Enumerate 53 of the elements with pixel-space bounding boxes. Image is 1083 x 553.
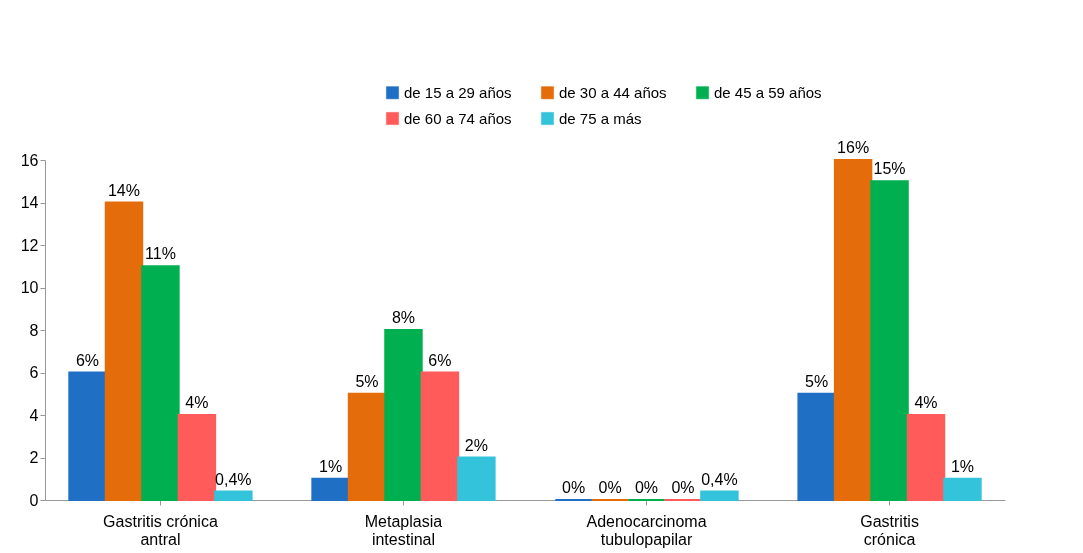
- data-label: 15%: [873, 160, 906, 178]
- bar: [177, 414, 217, 501]
- data-label: 8%: [391, 309, 416, 326]
- data-label: 6%: [428, 351, 452, 369]
- data-label: 16%: [837, 139, 870, 156]
- y-tick-label: 4: [29, 406, 39, 424]
- bar: [420, 371, 460, 501]
- bar: [457, 456, 496, 501]
- bar: [833, 159, 873, 501]
- data-label: 14%: [107, 181, 140, 199]
- y-tick-label: 0: [29, 491, 39, 509]
- x-tick-label: Adenocarcinoma tubulopapilar: [586, 512, 707, 548]
- data-label: 4%: [914, 394, 938, 411]
- data-label: 5%: [805, 372, 829, 390]
- bar: [906, 414, 946, 501]
- bar: [384, 329, 423, 501]
- y-tick-label: 14: [20, 194, 39, 211]
- data-label: 0%: [671, 479, 695, 496]
- data-label: 11%: [145, 245, 176, 263]
- legend-label: de 45 a 59 años: [714, 83, 822, 101]
- data-label: 0,4%: [701, 470, 738, 488]
- data-label: 2%: [464, 436, 488, 454]
- bar: [700, 490, 739, 501]
- bar: [347, 392, 387, 501]
- bar: [104, 201, 144, 501]
- bar: [870, 180, 909, 501]
- data-label: 1%: [319, 457, 343, 475]
- bar: [797, 392, 836, 501]
- data-label: 0%: [634, 479, 659, 496]
- x-tick-label: Metaplasia intestinal: [364, 512, 443, 548]
- legend-label: de 75 a más: [559, 109, 642, 127]
- bar: [943, 477, 982, 501]
- y-tick-label: 6: [29, 364, 39, 381]
- bar: [141, 265, 180, 501]
- data-label: 4%: [185, 394, 209, 411]
- data-label: 0%: [598, 479, 622, 496]
- data-label: 1%: [950, 457, 975, 475]
- y-tick-label: 2: [29, 449, 39, 466]
- bar: [311, 477, 350, 501]
- legend-label: de 60 a 74 años: [404, 109, 512, 127]
- x-tick-label: Gastritis crónica antral: [103, 512, 218, 548]
- x-tick-label: Gastritis crónica: [860, 512, 919, 548]
- y-tick-label: 10: [20, 279, 39, 296]
- data-label: 5%: [355, 372, 379, 390]
- data-label: 0%: [562, 479, 586, 496]
- bar: [68, 371, 107, 501]
- y-tick-label: 8: [29, 321, 39, 339]
- y-tick-label: 12: [20, 236, 39, 254]
- y-tick-label: 16: [20, 151, 39, 169]
- data-label: 6%: [75, 351, 100, 369]
- bar: [214, 490, 253, 501]
- legend-label: de 15 a 29 años: [404, 83, 512, 101]
- legend-label: de 30 a 44 años: [559, 83, 667, 101]
